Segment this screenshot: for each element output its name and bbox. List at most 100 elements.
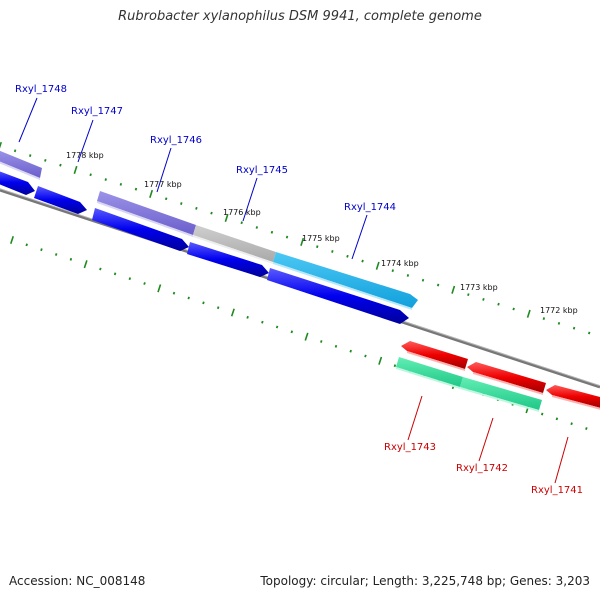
minor-tick: [290, 330, 294, 334]
minor-tick: [164, 197, 168, 201]
minor-tick: [497, 302, 500, 306]
gene-label-rxyl-1745[interactable]: Rxyl_1745: [236, 165, 288, 176]
major-tick: [149, 189, 154, 198]
gene-rxyl-1744-cds[interactable]: [267, 268, 409, 324]
gene-label-rxyl-1742[interactable]: Rxyl_1742: [456, 463, 508, 474]
minor-tick: [331, 250, 334, 253]
major-tick: [378, 356, 383, 365]
minor-tick: [202, 301, 205, 305]
gene-rxyl-1748-outer[interactable]: [0, 150, 42, 180]
gene-label-rxyl-1747[interactable]: Rxyl_1747: [71, 106, 123, 117]
gene-rxyl-1745-cds[interactable]: [187, 242, 269, 277]
accession-text: Accession: NC_008148: [9, 574, 146, 588]
minor-tick: [467, 293, 470, 297]
minor-tick: [361, 259, 364, 263]
minor-tick: [172, 291, 176, 295]
gene-rxyl-1748[interactable]: [0, 170, 35, 195]
gene-label-rxyl-1743[interactable]: Rxyl_1743: [384, 442, 436, 453]
minor-tick: [99, 267, 102, 271]
scale-label: 1776 kbp: [223, 208, 261, 217]
gene-rxyl-1742[interactable]: [467, 362, 546, 395]
minor-tick: [216, 306, 220, 310]
minor-tick: [570, 422, 573, 426]
minor-tick: [89, 173, 92, 177]
gene-rxyl-1747[interactable]: [34, 186, 87, 214]
minor-tick: [540, 412, 544, 416]
minor-tick: [180, 202, 183, 205]
topology-text: Topology: circular; Length: 3,225,748 bp…: [260, 574, 590, 588]
minor-tick: [143, 282, 146, 285]
minor-tick: [393, 364, 397, 368]
major-tick: [304, 332, 309, 341]
major-tick: [83, 260, 88, 269]
minor-tick: [119, 182, 123, 186]
minor-tick: [316, 245, 319, 249]
outer-tick-ring: [0, 141, 591, 335]
major-tick: [0, 141, 2, 149]
minor-tick: [436, 283, 440, 287]
map-title: Rubrobacter xylanophilus DSM 9941, compl…: [118, 9, 482, 24]
gene-rxyl-1744[interactable]: [273, 252, 418, 310]
minor-tick: [113, 272, 117, 276]
major-tick: [300, 237, 305, 246]
major-tick: [73, 165, 78, 175]
minor-tick: [246, 315, 249, 319]
minor-tick: [421, 278, 425, 282]
gene-label-rxyl-1741[interactable]: Rxyl_1741: [531, 485, 583, 496]
scale-label: 1773 kbp: [460, 283, 498, 292]
scale-label: 1778 kbp: [66, 151, 104, 160]
minor-tick: [270, 230, 274, 234]
minor-tick: [240, 221, 243, 225]
minor-tick: [406, 274, 410, 277]
minor-tick: [391, 269, 395, 273]
major-tick: [157, 284, 162, 293]
major-tick: [9, 235, 15, 245]
scale-labels: 1778 kbp 1777 kbp 1776 kbp 1775 kbp 1774 kbp…: [66, 151, 578, 315]
gene-label-rxyl-1744[interactable]: Rxyl_1744: [344, 202, 396, 213]
label-leaders-reverse: [407, 395, 569, 484]
gene-rxyl-1743[interactable]: [401, 341, 468, 371]
minor-tick: [261, 320, 264, 324]
gene-labels: Rxyl_1748 Rxyl_1747 Rxyl_1746 Rxyl_1745 Rxyl…: [15, 84, 583, 496]
minor-tick: [320, 340, 323, 343]
minor-tick: [210, 211, 213, 215]
scale-label: 1772 kbp: [540, 306, 578, 315]
minor-tick: [572, 326, 576, 330]
minor-tick: [13, 149, 17, 153]
gene-label-rxyl-1748[interactable]: Rxyl_1748: [15, 84, 67, 95]
gene-rxyl-1742-gene[interactable]: [460, 377, 542, 412]
major-tick: [230, 308, 235, 317]
minor-tick: [59, 163, 62, 167]
minor-tick: [542, 317, 546, 321]
minor-tick: [285, 235, 289, 239]
minor-tick: [275, 325, 279, 329]
minor-tick: [557, 321, 561, 325]
minor-tick: [555, 417, 559, 421]
label-leaders: [18, 97, 368, 260]
gene-rxyl-1746[interactable]: [97, 191, 196, 237]
minor-tick: [104, 178, 107, 181]
minor-tick: [364, 354, 367, 358]
major-tick: [224, 213, 229, 222]
gene-rxyl-1743-gene[interactable]: [396, 357, 463, 389]
gene-rxyl-1741[interactable]: [546, 385, 600, 410]
minor-tick: [40, 248, 43, 252]
scale-label: 1774 kbp: [381, 259, 419, 268]
minor-tick: [128, 277, 132, 281]
scale-label: 1777 kbp: [144, 180, 182, 189]
minor-tick: [54, 253, 58, 256]
minor-tick: [69, 257, 73, 261]
gene-label-rxyl-1746[interactable]: Rxyl_1746: [150, 135, 202, 146]
minor-tick: [134, 187, 138, 191]
major-tick: [451, 285, 456, 294]
gene-rxyl-1746-cds[interactable]: [92, 208, 189, 251]
minor-tick: [255, 226, 259, 229]
minor-tick: [25, 243, 28, 247]
minor-tick: [482, 298, 485, 301]
minor-tick: [195, 206, 198, 210]
major-tick: [526, 309, 531, 318]
minor-tick: [587, 331, 591, 335]
minor-tick: [334, 344, 338, 348]
minor-tick: [349, 349, 352, 353]
gene-rxyl-1745[interactable]: [193, 225, 276, 264]
